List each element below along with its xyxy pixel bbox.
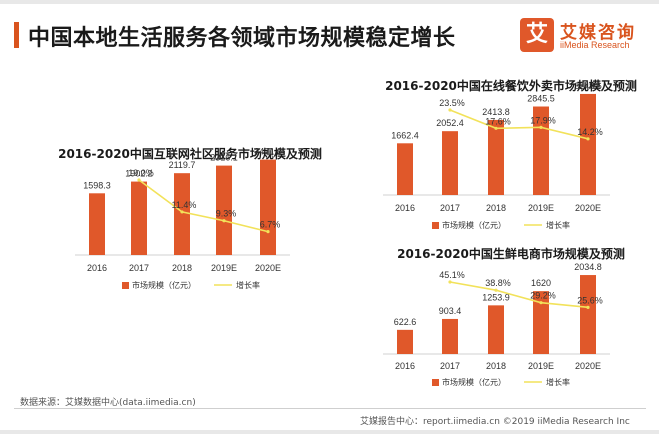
x-tick-label: 2019E [211, 263, 237, 273]
legend-bar-label: 市场规模（亿元） [442, 220, 506, 230]
bar [131, 181, 147, 255]
bar-value-label: 903.4 [439, 306, 462, 316]
legend-bar-label: 市场规模（亿元） [132, 280, 196, 290]
growth-rate-line [449, 281, 589, 309]
logo-name: 艾媒咨询 [560, 23, 636, 43]
legend-line-label: 增长率 [546, 377, 570, 387]
growth-rate-label: 9.3% [216, 209, 237, 219]
x-tick-label: 2016 [395, 203, 415, 213]
bar-value-label: 2413.8 [482, 107, 510, 117]
growth-rate-line [449, 109, 589, 140]
bar-value-label: 622.6 [394, 317, 417, 327]
brand-logo: 艾 艾媒咨询 iiMedia Research [520, 16, 650, 56]
growth-rate-label: 19.0% [128, 168, 154, 178]
top-border [0, 0, 659, 4]
bar-value-label: 2034.8 [574, 262, 602, 272]
growth-rate-label: 17.9% [530, 115, 556, 125]
bar [397, 329, 413, 354]
bar-value-label: 2845.5 [527, 94, 555, 104]
growth-rate-point [448, 280, 452, 284]
growth-rate-label: 23.5% [439, 98, 465, 108]
footer-copyright: 艾媒报告中心：report.iimedia.cn ©2019 iiMedia R… [360, 417, 630, 427]
bar [488, 119, 504, 195]
growth-rate-label: 38.8% [485, 278, 511, 288]
title-accent-bar [14, 22, 19, 48]
legend-line-label: 增长率 [236, 280, 260, 290]
bar-value-label: 2316.1 [210, 153, 238, 163]
bar-value-label: 1902.2 [125, 169, 153, 179]
x-tick-label: 2020E [255, 263, 281, 273]
bar-value-label: 1620 [531, 278, 551, 288]
growth-rate-label: 17.6% [485, 116, 511, 126]
x-tick-label: 2019E [528, 203, 554, 213]
legend-bar-swatch [432, 379, 439, 386]
bar-value-label: 1662.4 [391, 130, 419, 140]
bar [442, 131, 458, 195]
growth-rate-line [138, 179, 269, 233]
chart-title: 2016-2020中国在线餐饮外卖市场规模及预测 [385, 78, 637, 93]
x-tick-label: 2018 [172, 263, 192, 273]
x-tick-label: 2017 [440, 361, 460, 371]
growth-rate-point [180, 210, 184, 214]
growth-rate-point [494, 126, 498, 130]
bar [580, 93, 596, 195]
x-tick-label: 2020E [575, 203, 601, 213]
legend-bar-swatch [432, 222, 439, 229]
legend-line-label: 增长率 [546, 220, 570, 230]
growth-rate-point [539, 125, 543, 129]
bar-value-label: 2119.7 [169, 160, 196, 170]
growth-rate-label: 45.1% [439, 270, 465, 280]
x-tick-label: 2018 [486, 203, 506, 213]
x-tick-label: 2019E [528, 361, 554, 371]
growth-rate-point [586, 305, 590, 309]
growth-rate-label: 14.2% [577, 127, 603, 137]
growth-rate-point [586, 137, 590, 141]
bar-value-label: 3249.6 [574, 81, 602, 91]
bar [442, 318, 458, 354]
x-tick-label: 2020E [575, 361, 601, 371]
bar-value-label: 2471.0 [254, 147, 282, 157]
growth-rate-point [494, 288, 498, 292]
bar [89, 193, 105, 255]
growth-rate-label: 11.4% [172, 200, 197, 210]
chart-title: 2016-2020中国互联网社区服务市场规模及预测 [58, 146, 322, 161]
bar [260, 159, 276, 255]
page-title: 中国本地生活服务各领域市场规模稳定增长 [28, 26, 456, 51]
x-tick-label: 2018 [486, 361, 506, 371]
logo-english: iiMedia Research [560, 40, 630, 50]
bar [580, 275, 596, 354]
growth-rate-label: 25.6% [577, 295, 603, 305]
x-tick-label: 2016 [395, 361, 415, 371]
legend-bar-swatch [122, 282, 129, 289]
growth-rate-point [266, 230, 270, 234]
bar [216, 165, 232, 255]
growth-rate-point [137, 178, 141, 182]
legend-bar-label: 市场规模（亿元） [442, 377, 506, 387]
bar-value-label: 1598.3 [83, 180, 111, 190]
bar-value-label: 2052.4 [436, 118, 464, 128]
logo-mark-icon: 艾 [520, 18, 554, 52]
bar [397, 143, 413, 195]
bar [174, 173, 190, 255]
growth-rate-label: 29.2% [530, 291, 556, 301]
data-source: 数据来源：艾媒数据中心(data.iimedia.cn) [20, 398, 196, 408]
x-tick-label: 2016 [87, 263, 107, 273]
x-tick-label: 2017 [440, 203, 460, 213]
bar-value-label: 1253.9 [482, 292, 510, 302]
x-tick-label: 2017 [129, 263, 149, 273]
chart-title: 2016-2020中国生鲜电商市场规模及预测 [397, 246, 625, 261]
footer-divider [14, 408, 646, 409]
bottom-border [0, 430, 659, 434]
growth-rate-point [448, 108, 452, 112]
bar [488, 305, 504, 354]
growth-rate-point [222, 219, 226, 223]
growth-rate-label: 6.7% [260, 220, 281, 230]
growth-rate-point [539, 301, 543, 305]
bar [533, 291, 549, 354]
